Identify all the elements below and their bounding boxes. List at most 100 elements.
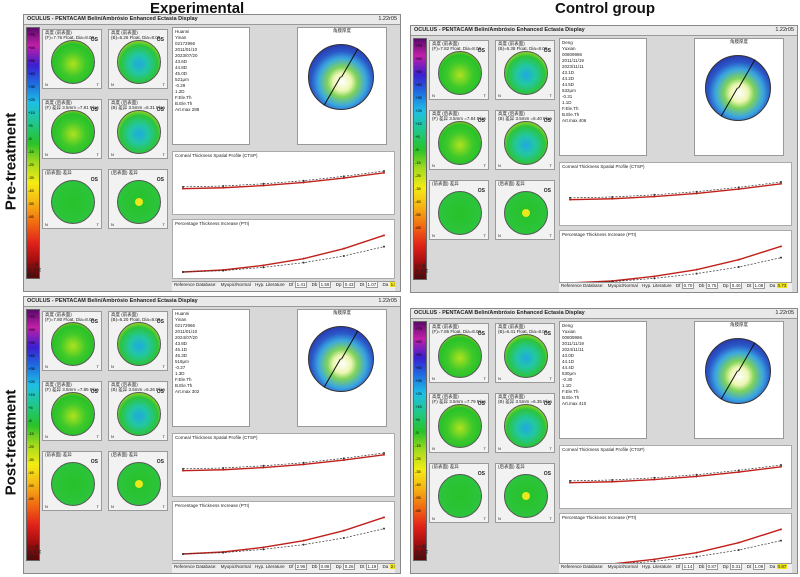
ref-opt-hyp[interactable]: Hyp. Literature — [255, 282, 285, 287]
nasal-label: N — [111, 504, 114, 509]
data-point — [222, 185, 225, 187]
ref-opt-myopic[interactable]: Myopic/Normal — [220, 564, 251, 569]
data-point — [653, 560, 656, 563]
elevation-map[interactable]: 高度 (前表面) (F)=7.80 Float, Dia=8.00 OS N T — [42, 311, 102, 371]
elevation-map[interactable]: 高度 (后表面) (B) 差异 3.5mm =6.31 Float OS N T — [108, 99, 168, 159]
elevation-map[interactable]: (前表面) 差异 OS N T — [429, 463, 489, 523]
ectasia-spot — [521, 208, 531, 218]
elevation-map[interactable]: 高度 (后表面) (F) 差异 3.5mm =7.79 Float OS N T — [429, 393, 489, 453]
data-point — [182, 467, 184, 470]
scale-tick: -45 — [28, 470, 34, 475]
elevation-map[interactable]: (后表面) 差异 OS N T — [495, 463, 555, 523]
data-point — [262, 548, 265, 551]
ref-db-label: Reference Database: — [174, 282, 217, 287]
ref-opt-myopic[interactable]: Myopic/Normal — [607, 283, 638, 288]
series-line-patient — [182, 516, 385, 555]
elevation-map[interactable]: 高度 (后表面) (F) 差异 3.5mm =7.84 Float OS N T — [429, 110, 489, 170]
eye-label: OS — [543, 331, 551, 337]
ref-opt-myopic[interactable]: Myopic/Normal — [607, 564, 638, 569]
data-point — [695, 555, 698, 558]
elevation-map[interactable]: (前表面) 差异 OS N T — [42, 169, 102, 229]
elevation-map[interactable]: 高度 (前表面) (B)=6.38 Float, Dia=8.00 OS N T — [495, 40, 555, 100]
elevation-map[interactable]: 高度 (前表面) (F)=7.76 Float, Dia=8.00 OS N T — [42, 29, 102, 89]
patient-name: Deng — [562, 40, 573, 45]
eye-label: OS — [90, 459, 98, 465]
data-point — [342, 537, 345, 539]
nasal-label: N — [45, 504, 48, 509]
elevation-map[interactable]: (前表面) 差异 OS N T — [429, 180, 489, 240]
map-disc — [438, 474, 482, 518]
elevation-map[interactable]: (前表面) 差异 OS N T — [42, 451, 102, 511]
data-point — [342, 177, 345, 180]
scale-tick: +45 — [415, 365, 422, 370]
eye-label: OS — [543, 471, 551, 477]
pachymetry-map[interactable] — [308, 44, 374, 110]
nasal-label: N — [45, 152, 48, 157]
elevation-map[interactable]: 高度 (前表面) (B)=6.20 Float, Dia=8.00 OS N T — [108, 311, 168, 371]
pachymetry-map[interactable] — [308, 326, 374, 392]
scale-tick: -65 — [415, 508, 421, 513]
nasal-label: N — [432, 93, 435, 98]
ref-dp: 0.31 — [729, 564, 743, 570]
nasal-label: N — [45, 434, 48, 439]
series-line-patient — [182, 454, 385, 472]
scale-tick: -5 — [415, 430, 419, 435]
q-value: -0.30 — [562, 377, 573, 382]
data-point — [182, 553, 184, 555]
map-subtitle: (F)=7.82 Float, Dia=8.00 — [432, 46, 482, 51]
scale-tick: -65 — [28, 496, 34, 501]
art-max: Art.max 288 — [175, 107, 200, 112]
ref-opt-hyp[interactable]: Hyp. Literature — [255, 564, 285, 569]
elevation-map[interactable]: (后表面) 差异 OS N T — [495, 180, 555, 240]
map-title: 高度 (前表面) — [45, 312, 72, 317]
ref-opt-hyp[interactable]: Hyp. Literature — [642, 283, 672, 288]
scale-tick: -35 — [28, 457, 34, 462]
elevation-map[interactable]: 高度 (前表面) (F)=7.82 Float, Dia=8.00 OS N T — [429, 40, 489, 100]
eye-label: OS — [543, 118, 551, 124]
elevation-map[interactable]: 高度 (后表面) (B) 差异 3.5mm =6.40 Float OS N T — [495, 110, 555, 170]
ref-opt-myopic[interactable]: Myopic/Normal — [220, 282, 251, 287]
elevation-map[interactable]: 高度 (前表面) (F)=7.85 Float, Dia=8.00 OS N T — [429, 323, 489, 383]
pachymetry-map[interactable] — [705, 338, 771, 404]
ref-dt: 1.19 — [365, 564, 379, 570]
map-subtitle: (B)=6.38 Float, Dia=8.00 — [498, 46, 548, 51]
elevation-map[interactable]: 高度 (前表面) (B)=6.41 Float, Dia=8.00 OS N T — [495, 323, 555, 383]
scale-label: 2.5 厘米 高度 圆眼 — [28, 544, 42, 559]
patient-first-name: Yinan — [175, 317, 187, 322]
app-title-bar: OCULUS - PENTACAM Belin/Ambrósio Enhance… — [24, 297, 400, 307]
elevation-map[interactable]: 高度 (后表面) (B) 差异 3.5mm =6.35 Float OS N T — [495, 393, 555, 453]
elevation-map[interactable]: (后表面) 差异 OS N T — [108, 451, 168, 511]
nasal-label: N — [45, 82, 48, 87]
scale-tick: +55 — [415, 352, 422, 357]
map-title: (后表面) 差异 — [111, 170, 138, 175]
data-point — [737, 266, 740, 268]
data-point — [695, 473, 698, 476]
map-title: (前表面) 差异 — [432, 464, 459, 469]
ref-opt-hyp[interactable]: Hyp. Literature — [642, 564, 672, 569]
map-title: 高度 (后表面) — [432, 394, 459, 399]
nasal-label: N — [498, 376, 501, 381]
scale-tick: -55 — [28, 201, 34, 206]
elevation-map[interactable]: (后表面) 差异 OS N T — [108, 169, 168, 229]
temporal-label: T — [162, 434, 165, 439]
temporal-label: T — [96, 364, 99, 369]
ctsp-chart: Corneal Thickness Spatial Profile (CTSP) — [172, 433, 395, 497]
scale-tick: +5 — [28, 405, 33, 410]
scale-tick: +75 — [28, 32, 35, 37]
pachymetry-title: 角膜厚度 — [730, 322, 748, 327]
map-title: (前表面) 差异 — [45, 170, 72, 175]
elevation-map[interactable]: 高度 (前表面) (B)=6.26 Float, Dia=8.00 OS N T — [108, 29, 168, 89]
pachymetry-title: 角膜厚度 — [730, 39, 748, 44]
data-point — [342, 529, 345, 532]
temporal-label: T — [549, 93, 552, 98]
temporal-label: T — [162, 504, 165, 509]
scale-tick: +5 — [415, 134, 420, 139]
data-point — [262, 266, 265, 269]
map-subtitle: (F) 差异 3.5mm =7.84 Float — [432, 116, 486, 121]
patient-name: Huanni — [175, 29, 190, 34]
pachymetry-map[interactable] — [705, 55, 771, 121]
elevation-map[interactable]: 高度 (后表面) (F) 差异 3.5mm =7.85 Float OS N T — [42, 381, 102, 441]
elevation-map[interactable]: 高度 (后表面) (F) 差异 3.5mm =7.81 Float OS N T — [42, 99, 102, 159]
ref-dt: 1.09 — [752, 564, 766, 570]
elevation-map[interactable]: 高度 (后表面) (B) 差异 3.5mm =6.26 Float OS N T — [108, 381, 168, 441]
